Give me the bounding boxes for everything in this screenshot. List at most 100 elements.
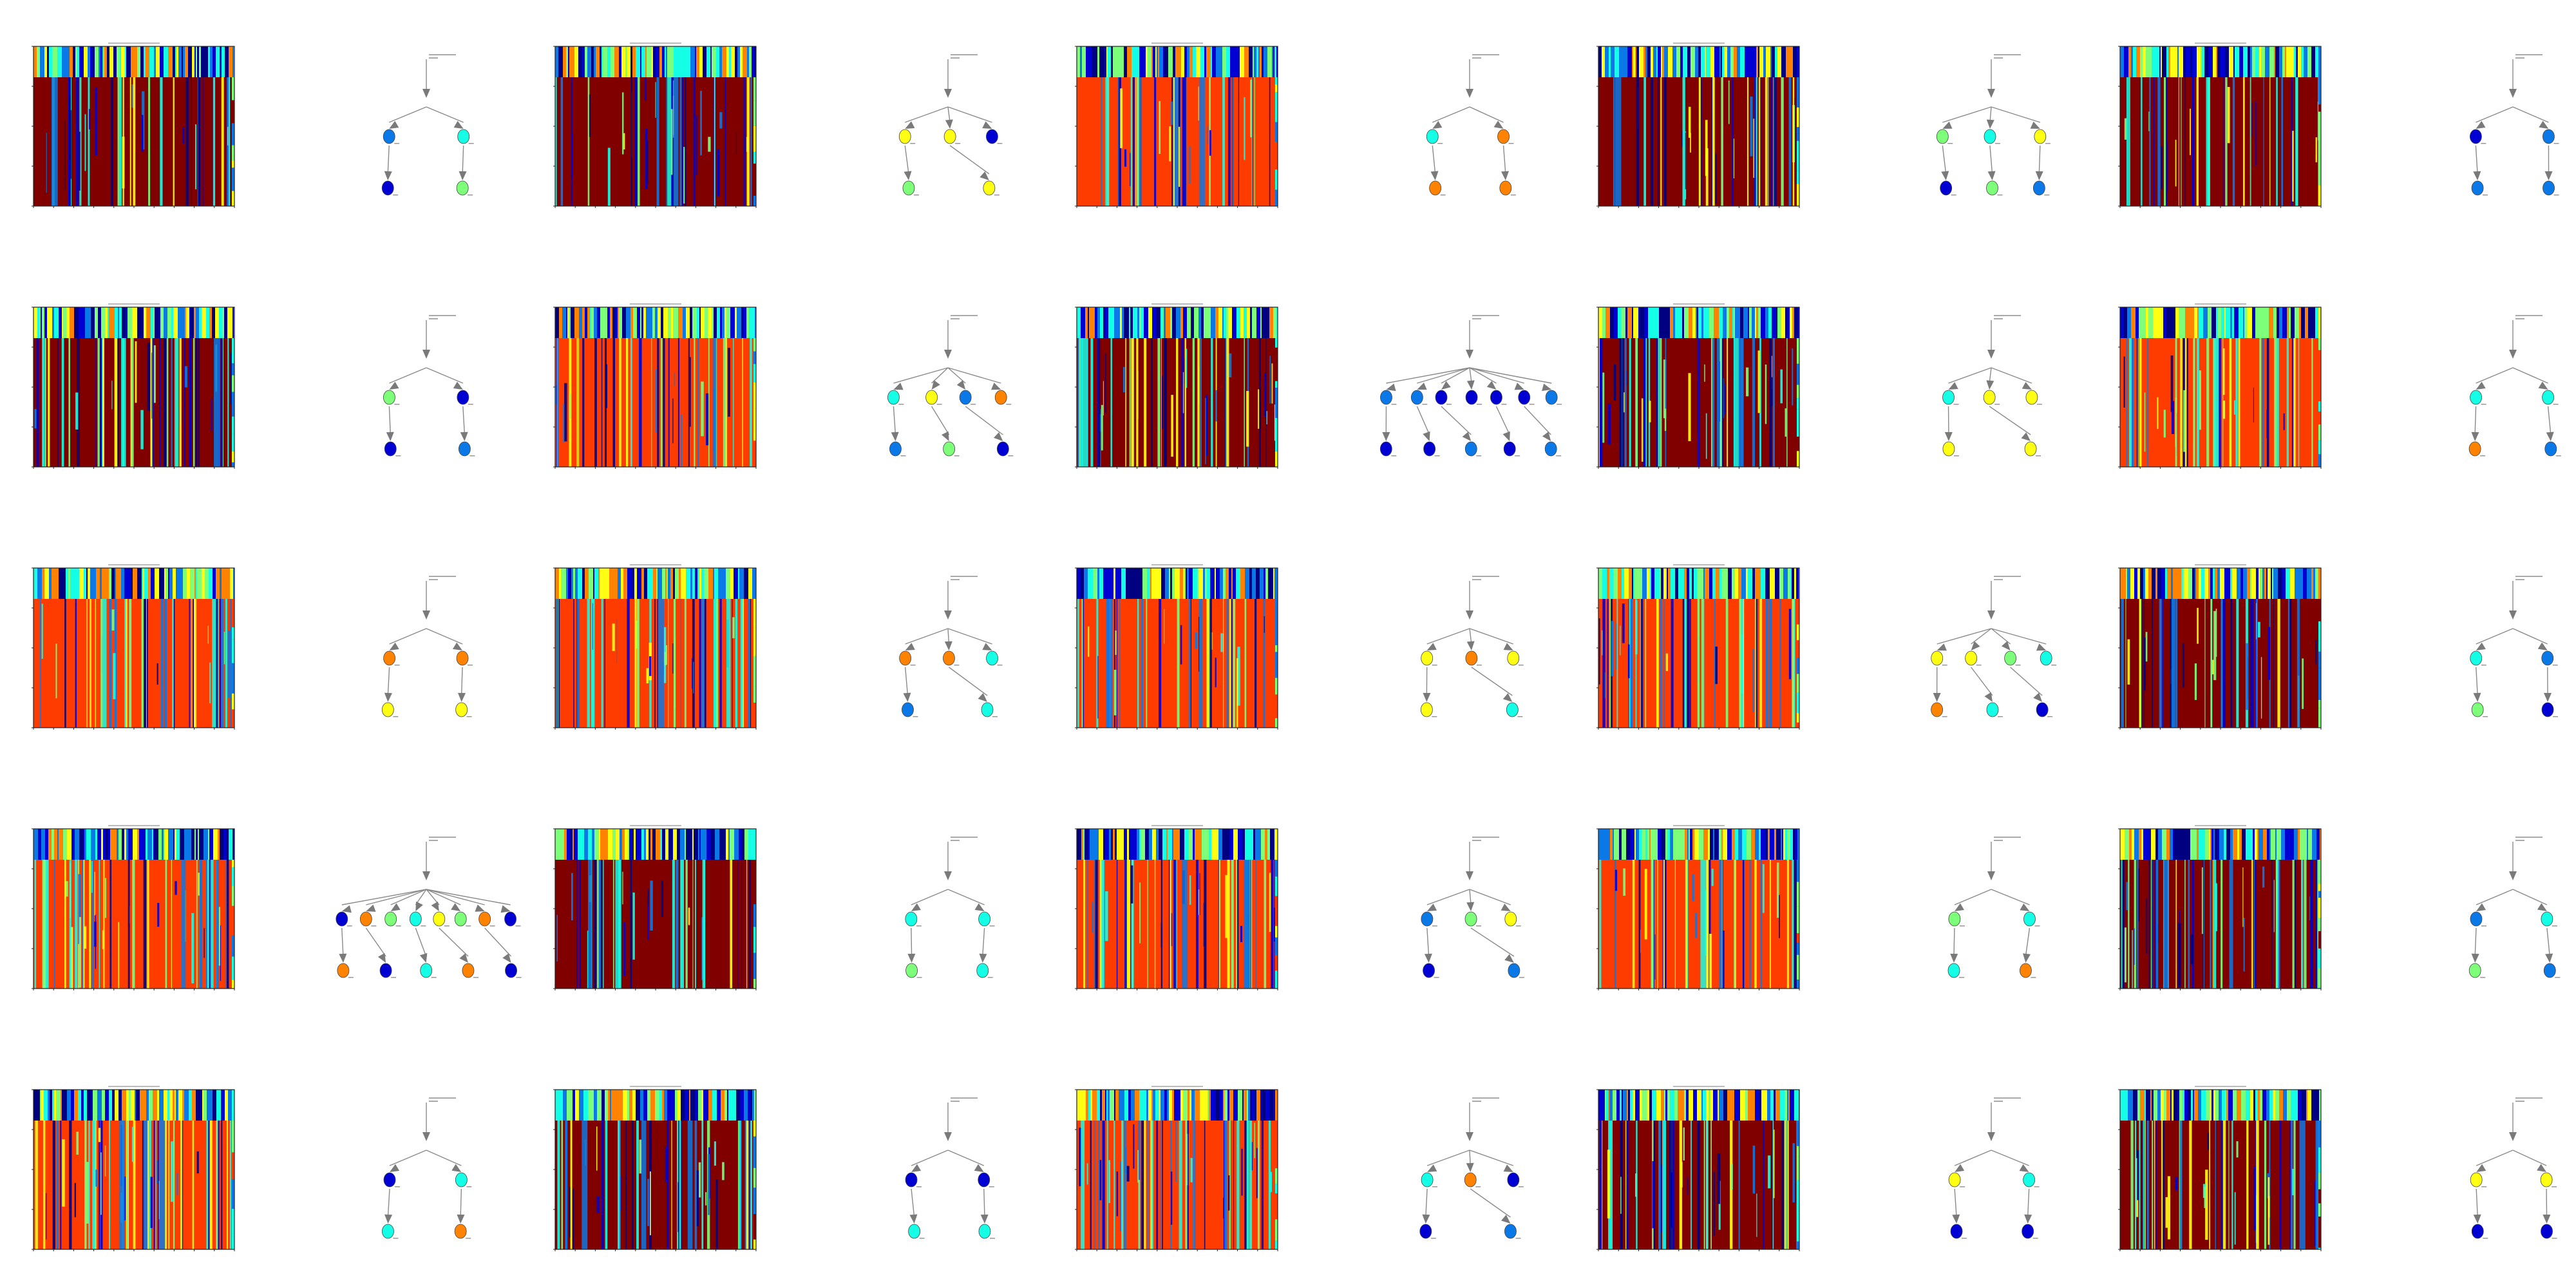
edge-column <box>232 1152 234 1179</box>
header-stripe <box>1797 46 1799 77</box>
data-stripe <box>180 1121 182 1249</box>
edge-column <box>1797 437 1799 451</box>
header-stripe <box>1613 1090 1616 1121</box>
header-stripe <box>636 829 637 860</box>
header-stripe <box>1203 829 1206 860</box>
root-label-mark <box>2515 837 2543 838</box>
tree-node <box>455 1172 468 1188</box>
data-stripe <box>1094 1121 1095 1249</box>
header-stripe <box>2222 1090 2225 1121</box>
data-stripe <box>2179 338 2183 467</box>
tree-node <box>1508 963 1520 978</box>
header-stripe <box>189 1090 192 1121</box>
node-label-mark <box>1959 925 1965 927</box>
header-stripe <box>1167 1090 1169 1121</box>
data-stripe <box>1159 100 1161 154</box>
edge-column <box>1797 1180 1799 1211</box>
data-stripe <box>2256 1121 2258 1249</box>
data-stripe <box>1097 656 1099 719</box>
header-stripe <box>144 568 148 599</box>
header-stripe <box>2202 46 2204 77</box>
header-stripe <box>2282 307 2286 338</box>
data-stripe <box>1644 869 1647 940</box>
tree-arrow <box>1423 692 1431 702</box>
node-label-mark <box>916 1186 922 1188</box>
header-stripe <box>191 307 194 338</box>
node-label-mark <box>910 665 916 666</box>
data-band <box>1106 599 1113 728</box>
header-stripe <box>681 46 683 77</box>
header-stripe <box>2125 829 2129 860</box>
data-stripe <box>1171 395 1173 457</box>
header-stripe <box>701 829 703 860</box>
edge-column <box>2318 1189 2321 1204</box>
data-stripe <box>1199 873 1200 915</box>
header-stripe <box>627 568 632 599</box>
edge-column <box>2318 898 2321 918</box>
header-stripe <box>655 1090 659 1121</box>
header-stripe <box>62 46 66 77</box>
header-stripe <box>600 829 604 860</box>
header-stripe <box>1793 46 1797 77</box>
tree-node <box>978 1224 991 1239</box>
header-stripe <box>1164 46 1168 77</box>
header-stripe <box>2194 307 2197 338</box>
header-stripe <box>616 829 618 860</box>
data-stripe <box>2286 338 2289 467</box>
header-stripe <box>2201 307 2203 338</box>
header-stripe <box>1204 1090 1208 1121</box>
data-stripe <box>2144 1121 2146 1249</box>
tree-node <box>409 911 422 927</box>
header-stripe <box>1255 829 1260 860</box>
header-stripe <box>1647 1090 1648 1121</box>
data-stripe <box>683 147 686 204</box>
data-band <box>1700 860 1706 989</box>
header-stripe <box>679 46 681 77</box>
header-stripe <box>209 568 213 599</box>
edge-column <box>1275 677 1278 695</box>
header-stripe <box>2217 568 2220 599</box>
header-stripe <box>208 46 210 77</box>
header-stripe <box>1790 1090 1794 1121</box>
header-stripe <box>686 307 690 338</box>
edge-column <box>2318 860 2321 884</box>
edge-column <box>1275 169 1278 184</box>
data-stripe <box>2211 659 2214 675</box>
data-stripe <box>2255 603 2257 639</box>
header-stripe <box>1627 46 1632 77</box>
header-stripe <box>74 1090 78 1121</box>
data-stripe <box>2209 1121 2211 1249</box>
header-stripe <box>2132 1090 2133 1121</box>
data-stripe <box>1734 860 1736 989</box>
header-stripe <box>1759 1090 1761 1121</box>
header-stripe <box>674 46 677 77</box>
edge-column <box>2318 77 2321 105</box>
header-stripe <box>2179 1090 2181 1121</box>
data-stripe <box>143 860 147 989</box>
header-stripe <box>115 568 116 599</box>
header-stripe <box>1732 829 1734 860</box>
header-stripe <box>1710 1090 1713 1121</box>
header-stripe <box>1639 46 1643 77</box>
header-stripe <box>124 829 126 860</box>
data-stripe <box>1688 106 1691 138</box>
header-stripe <box>1616 1090 1620 1121</box>
header-stripe <box>1238 307 1240 338</box>
tree-edge <box>1417 367 1470 384</box>
header-stripe <box>197 46 199 77</box>
tree-edge <box>366 889 427 905</box>
data-stripe <box>2315 1121 2318 1249</box>
tree-arrow <box>945 119 953 129</box>
tree-arrow <box>982 121 992 129</box>
header-stripe <box>1244 307 1247 338</box>
header-stripe <box>1781 307 1785 338</box>
tree-node <box>454 911 467 927</box>
data-stripe <box>2236 1141 2239 1158</box>
header-stripe <box>723 829 726 860</box>
panel <box>2118 43 2559 208</box>
header-stripe <box>699 829 701 860</box>
data-stripe <box>2276 77 2278 206</box>
header-stripe <box>1758 307 1761 338</box>
data-stripe <box>2242 867 2244 927</box>
data-stripe <box>69 860 71 989</box>
